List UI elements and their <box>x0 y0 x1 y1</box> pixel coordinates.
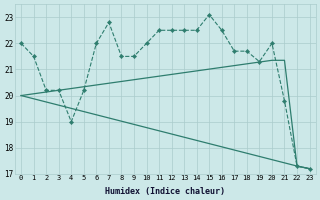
X-axis label: Humidex (Indice chaleur): Humidex (Indice chaleur) <box>105 187 225 196</box>
